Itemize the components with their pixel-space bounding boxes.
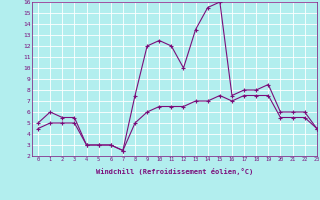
X-axis label: Windchill (Refroidissement éolien,°C): Windchill (Refroidissement éolien,°C) <box>96 168 253 175</box>
